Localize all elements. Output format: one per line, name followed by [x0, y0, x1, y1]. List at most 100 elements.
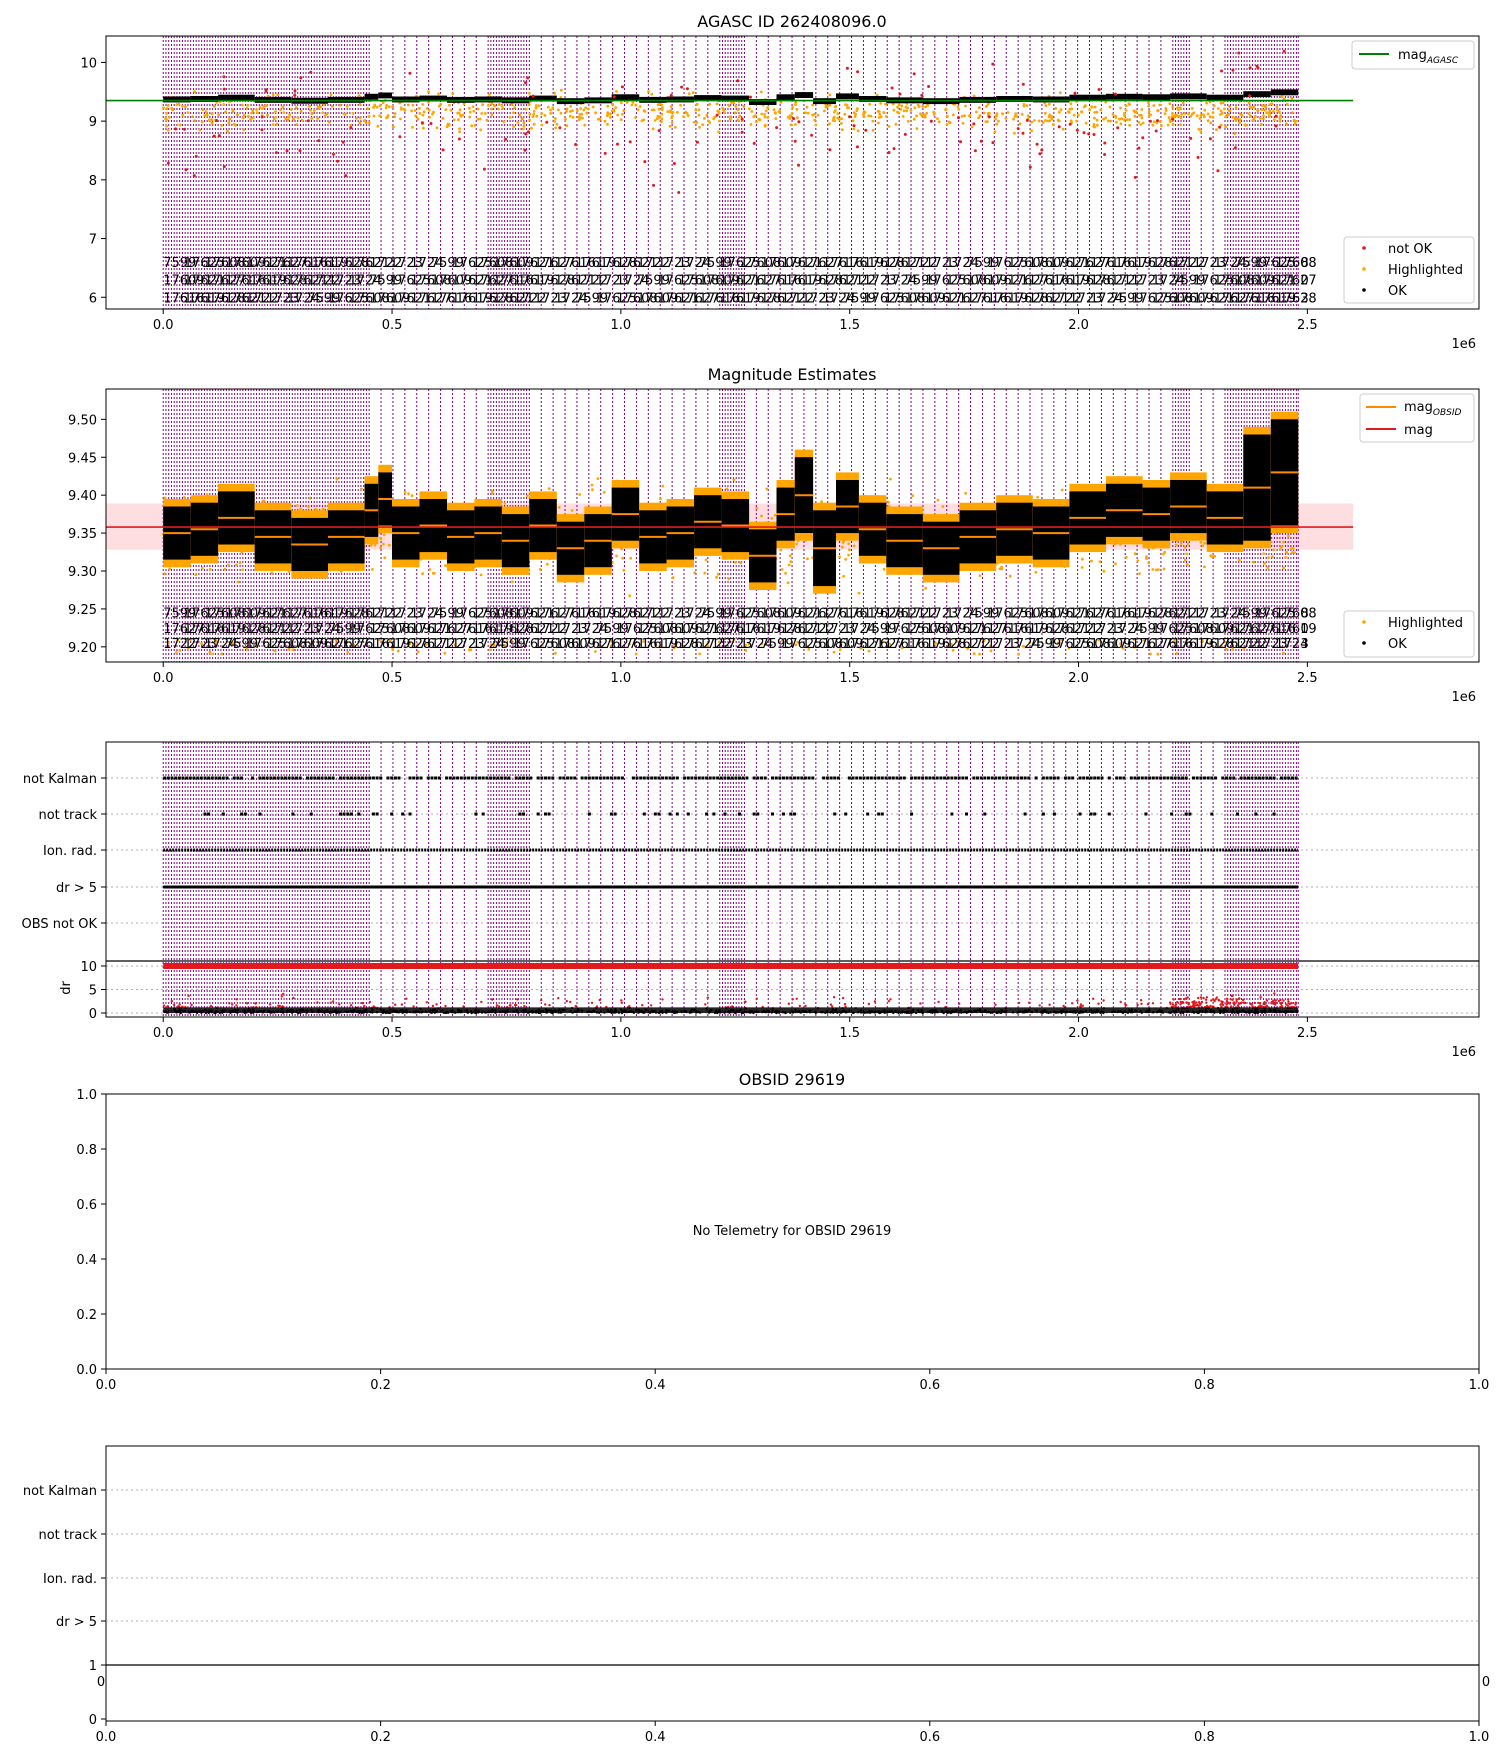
highlighted-point	[1069, 102, 1073, 106]
highlighted-point	[186, 111, 190, 114]
not-kalman-flag-marker	[1067, 776, 1071, 780]
not-kalman-flag-marker	[188, 776, 192, 780]
highlighted-point	[490, 102, 494, 105]
highlighted-point	[505, 638, 509, 641]
dr-not-ok-point	[791, 998, 794, 1001]
not-kalman-flag-marker	[1148, 776, 1152, 780]
highlighted-point	[660, 108, 664, 112]
x-tick-label: 0.5	[382, 671, 403, 686]
not-kalman-flag-marker	[836, 776, 840, 780]
highlighted-point	[1171, 105, 1175, 109]
highlighted-point	[701, 123, 705, 126]
not-ok-point	[1208, 137, 1212, 141]
highlighted-point	[1211, 111, 1215, 115]
not-track-flag-marker	[844, 812, 848, 816]
not-track-flag-marker	[1210, 812, 1214, 816]
obsid-label: 17628	[266, 274, 307, 289]
highlighted-point	[840, 545, 844, 549]
highlighted-point	[1247, 101, 1251, 105]
obsid-label: 17628	[1131, 256, 1172, 271]
highlighted-point	[479, 573, 483, 577]
obsid-label: 17609	[369, 291, 410, 306]
highlighted-point	[261, 499, 265, 503]
agasc-panel-data-layer	[106, 36, 1354, 309]
highlighted-point	[1244, 124, 1247, 127]
highlighted-point	[773, 513, 777, 517]
highlighted-point	[422, 126, 425, 130]
highlighted-point	[1057, 110, 1061, 114]
highlighted-point	[231, 641, 235, 645]
not-kalman-flag-marker	[558, 776, 562, 780]
not-ok-point	[341, 140, 345, 144]
not-track-flag-marker	[258, 812, 262, 816]
highlighted-point	[732, 478, 736, 482]
dr-not-ok-point	[1197, 996, 1200, 1000]
highlighted-point	[852, 544, 856, 548]
not-kalman-flag-marker	[595, 776, 599, 780]
highlighted-point	[1236, 117, 1240, 120]
ok-points-band	[666, 96, 695, 103]
ok-points-band	[1032, 96, 1070, 103]
not-kalman-flag-marker	[606, 776, 610, 780]
not-ok-point	[222, 87, 226, 91]
highlighted-point	[609, 644, 613, 648]
highlighted-point	[381, 101, 385, 104]
highlighted-point	[591, 488, 594, 492]
not-ok-point	[298, 149, 302, 153]
highlighted-point	[416, 650, 420, 654]
highlighted-point	[346, 651, 349, 654]
highlighted-point	[411, 103, 415, 107]
not-kalman-flag-marker	[177, 776, 181, 780]
not-kalman-flag-marker	[1115, 776, 1119, 780]
highlighted-point	[559, 111, 563, 115]
not-track-flag-marker	[243, 812, 247, 816]
highlighted-point	[1213, 554, 1217, 558]
not-track-flag-marker	[1188, 812, 1192, 816]
not-kalman-flag-marker	[390, 776, 394, 780]
highlighted-point	[571, 109, 574, 113]
highlighted-point	[877, 121, 880, 125]
not-kalman-flag-marker	[1151, 776, 1155, 780]
x-tick-label: 2.0	[1068, 318, 1089, 333]
highlighted-point	[786, 115, 790, 119]
obsid-label: 17619	[452, 291, 493, 306]
highlighted-point	[634, 116, 637, 119]
highlighted-point	[327, 120, 331, 124]
highlighted-point	[1090, 559, 1093, 563]
agasc-panel-obsid-labels: 7599176251760817609176211762717616176191…	[163, 256, 1316, 306]
not-ok-point	[892, 147, 896, 151]
highlighted-point	[621, 112, 624, 116]
obsid-label: 17625	[390, 274, 431, 289]
highlighted-point	[862, 111, 866, 115]
highlighted-point	[211, 652, 215, 656]
not-kalman-flag-marker	[1195, 776, 1199, 780]
not-track-flag-marker	[609, 812, 613, 816]
not-ok-point	[299, 76, 303, 80]
not-kalman-flag-marker	[873, 776, 877, 780]
highlighted-point	[1176, 106, 1179, 110]
highlighted-point	[1282, 566, 1285, 570]
highlighted-point	[828, 122, 831, 126]
not-ok-point	[855, 145, 859, 149]
not-kalman-flag-marker	[734, 776, 738, 780]
obsid-label: 7599	[905, 274, 938, 289]
highlighted-point	[224, 110, 228, 114]
not-kalman-flag-marker	[928, 776, 932, 780]
highlighted-point	[978, 114, 982, 118]
highlighted-point	[251, 116, 255, 120]
highlighted-point	[1253, 114, 1257, 118]
highlighted-point	[660, 103, 663, 107]
highlighted-point	[1108, 105, 1112, 109]
legend-highlighted-label: Highlighted	[1388, 263, 1463, 278]
not-track-flag-marker	[339, 812, 342, 816]
x-tick-label: 1.5	[839, 318, 860, 333]
not-kalman-flag-marker	[1203, 776, 1206, 780]
highlighted-point	[1106, 119, 1110, 123]
highlighted-point	[1125, 118, 1129, 121]
not-kalman-flag-marker	[566, 776, 569, 780]
highlighted-point	[848, 548, 851, 552]
not-kalman-flag-marker	[686, 776, 690, 780]
obsid-label: 7599	[307, 291, 340, 306]
not-kalman-flag-marker	[774, 776, 778, 780]
highlighted-point	[1151, 123, 1155, 127]
